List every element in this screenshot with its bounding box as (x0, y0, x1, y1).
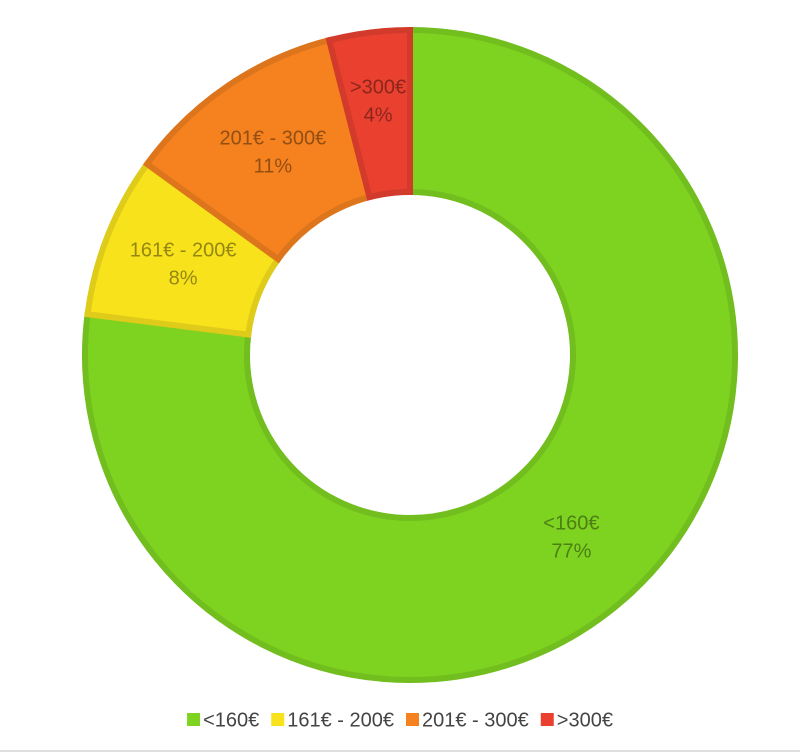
legend-swatch (540, 713, 554, 726)
slice-label: >300€ (350, 76, 406, 98)
slice-label: <160€ (543, 512, 599, 534)
legend-swatch (406, 713, 419, 726)
slice-value-label: 11% (254, 155, 293, 177)
legend-label: 161€ - 200€ (287, 709, 394, 731)
slice-label: 201€ - 300€ (219, 127, 326, 149)
slice-value-label: 8% (169, 267, 198, 289)
legend-label: <160€ (203, 709, 259, 731)
slice-label: 161€ - 200€ (130, 239, 237, 261)
slice (82, 26, 738, 683)
legend-swatch (271, 713, 285, 726)
legend: <160€ 161€ - 200€ 201€ - 300€ >300€ (187, 709, 613, 731)
legend-label: 201€ - 300€ (422, 709, 529, 731)
slice-value-label: 4% (364, 104, 393, 126)
slice-value-label: 77% (551, 540, 591, 562)
slice (325, 26, 413, 201)
legend-label: >300€ (557, 709, 613, 731)
legend-swatch (187, 713, 201, 726)
